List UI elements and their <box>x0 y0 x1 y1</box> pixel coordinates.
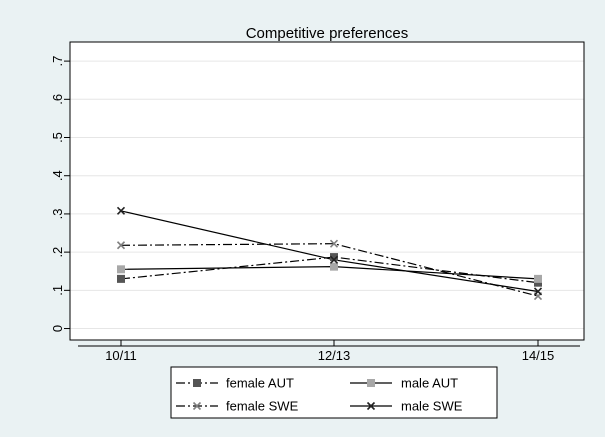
y-tick-label: .2 <box>50 247 65 258</box>
y-tick-label: .1 <box>50 285 65 296</box>
legend: female AUT male AUT female SWE male SWE <box>170 366 498 419</box>
legend-label: male SWE <box>401 399 463 414</box>
data-point <box>366 401 376 411</box>
y-tick-label: .7 <box>50 56 65 67</box>
data-point <box>116 206 126 215</box>
series-line <box>120 243 539 297</box>
legend-label: female AUT <box>226 376 294 391</box>
data-point <box>330 262 338 271</box>
plot-background <box>70 42 584 340</box>
legend-box <box>170 366 498 419</box>
x-axis: 10/11 12/13 14/15 <box>78 340 580 363</box>
data-point <box>117 265 125 274</box>
y-tick-label: .5 <box>50 132 65 143</box>
y-tick-label: .6 <box>50 94 65 105</box>
chart-title: Competitive preferences <box>246 25 409 42</box>
gridlines <box>70 60 584 330</box>
series-markers <box>116 206 543 301</box>
legend-label: female SWE <box>226 399 299 414</box>
y-tick-label: 0 <box>50 325 65 332</box>
data-point <box>533 287 543 296</box>
x-tick-label: 10/11 <box>105 348 137 363</box>
data-point <box>192 401 202 411</box>
data-point <box>116 241 126 250</box>
data-point <box>329 255 339 264</box>
y-tick-label: .4 <box>50 170 65 181</box>
y-axis: 0 .1 .2 .3 .4 .5 .6 .7 <box>50 42 71 340</box>
data-point <box>329 239 339 248</box>
series-line <box>120 256 539 284</box>
legend-label: male AUT <box>401 376 458 391</box>
data-point <box>367 379 375 387</box>
y-tick-label: .3 <box>50 209 65 220</box>
data-point <box>330 253 338 262</box>
data-point <box>117 274 125 283</box>
x-tick-label: 12/13 <box>318 348 351 363</box>
data-point <box>193 379 201 387</box>
x-tick-label: 14/15 <box>522 348 555 363</box>
data-point <box>534 274 542 283</box>
